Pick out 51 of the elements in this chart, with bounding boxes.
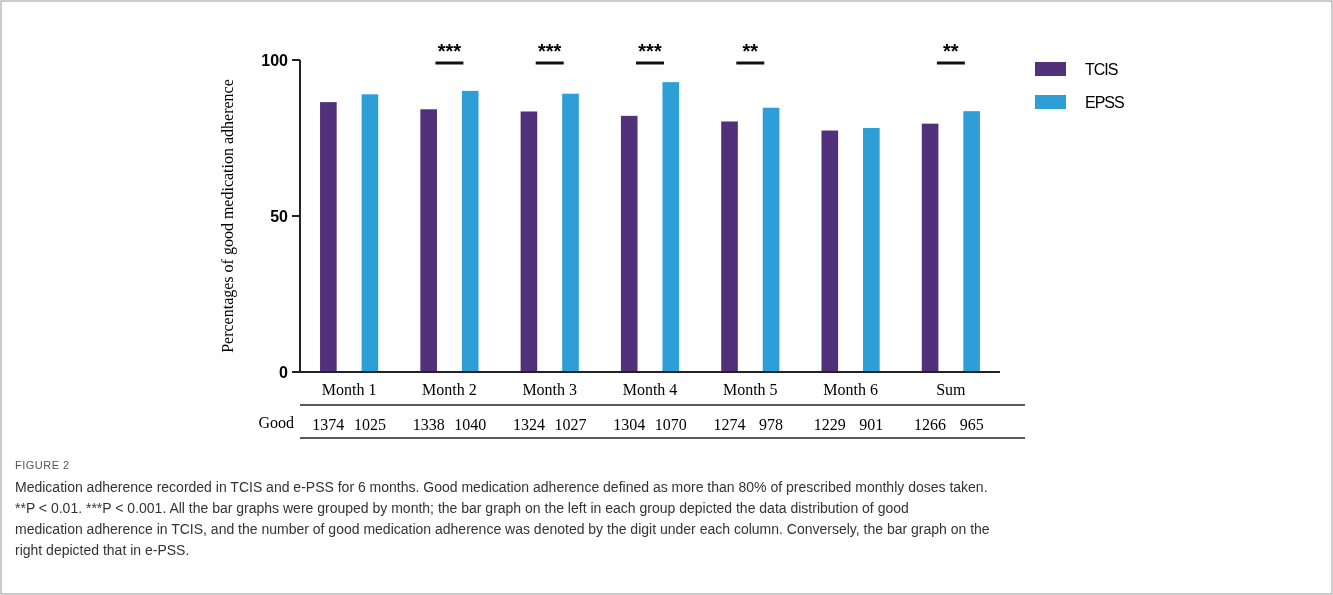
x-tick-label: Month 2	[422, 381, 477, 398]
y-tick-label: 50	[270, 207, 289, 225]
text: 1266	[914, 416, 947, 433]
annotation: **	[943, 40, 959, 62]
bar	[821, 130, 839, 372]
bar	[620, 115, 638, 372]
bar	[520, 111, 538, 372]
bar	[361, 94, 379, 372]
text: 1025	[353, 416, 386, 433]
y-tick-label: 0	[279, 363, 289, 381]
bar	[721, 121, 738, 372]
text: Medication adherence recorded in TCIS and e-PSS for 6 months. Good medication adherence defined as more than 80% of prescribed monthly doses taken. **P < 0.01. ***P < 0.001. All the bar graphs were grouped by month; the bar graph on the left in each group depicted the data distribution of good medication adherence in TCIS, and the number of good medication adherence was denoted by the digit under each column. Conversely, the bar graph on the right depicted that in e-PSS.	[15, 479, 990, 558]
text: 1338	[412, 416, 445, 433]
significance-bracket: **	[936, 40, 965, 65]
bar	[863, 128, 880, 372]
x-tick-label: Month 4	[622, 381, 678, 398]
caption: FIGURE 2	[15, 459, 70, 471]
text: 1324	[512, 416, 545, 433]
x-tick-label: Month 5	[722, 381, 778, 398]
legend-label: EPSS	[1085, 93, 1125, 111]
bar	[662, 82, 680, 372]
annotation: **	[742, 40, 759, 62]
x-tick-label: Month 6	[823, 381, 878, 398]
x-tick-label: Sum	[936, 381, 967, 398]
significance-bracket: ***	[435, 40, 464, 65]
text: 1304	[613, 416, 646, 433]
significance-bracket: ***	[636, 40, 664, 65]
significance-bracket: ***	[535, 40, 564, 65]
text: 1374	[312, 416, 345, 433]
text: 1229	[813, 416, 846, 433]
text: 1274	[713, 416, 746, 433]
bar	[562, 93, 579, 372]
text: 965	[959, 416, 984, 433]
bar	[320, 102, 337, 372]
bar	[461, 90, 479, 372]
text: Good	[258, 414, 294, 431]
y-axis-title: Percentages of good medication adherence	[219, 79, 237, 353]
bar	[420, 109, 437, 372]
bar	[921, 123, 939, 372]
text: 1070	[654, 416, 687, 433]
text: 1027	[554, 416, 587, 433]
text: 1040	[454, 416, 487, 433]
significance-bracket: **	[736, 40, 765, 65]
legend-label: TCIS	[1085, 60, 1118, 78]
bar	[762, 107, 780, 372]
x-tick-label: Month 1	[321, 381, 377, 398]
y-tick-label: 100	[261, 51, 289, 69]
bar	[963, 111, 980, 372]
text: 901	[859, 416, 884, 433]
x-tick-label: Month 3	[522, 381, 578, 398]
text: 978	[759, 416, 784, 433]
